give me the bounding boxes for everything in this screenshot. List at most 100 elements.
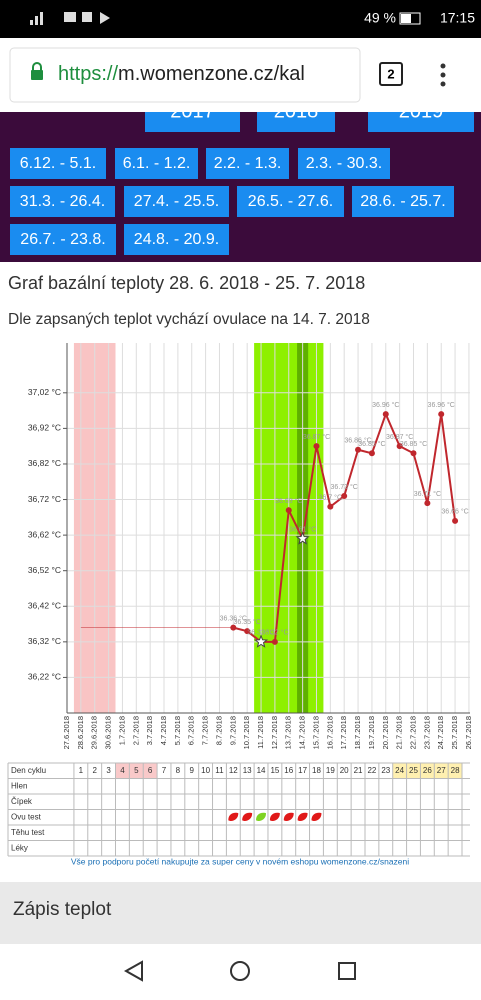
cycle-day: 9	[190, 766, 195, 775]
period-button[interactable]	[237, 186, 344, 217]
back-button[interactable]	[123, 960, 143, 982]
period-label: 24.8. - 20.9.	[134, 231, 219, 248]
period-button[interactable]	[115, 148, 198, 179]
data-point	[424, 500, 431, 507]
data-label: 36.66 °C	[441, 508, 468, 516]
period-button[interactable]	[124, 186, 229, 217]
y-tick-label: 36,32 °C	[28, 636, 61, 646]
period-label: 6.1. - 1.2.	[123, 155, 191, 172]
recents-button[interactable]	[338, 962, 356, 980]
tabs-count: 2	[387, 66, 394, 81]
period-button[interactable]	[10, 224, 116, 255]
x-tick-label: 9.7.2018	[228, 716, 237, 745]
year-button[interactable]	[368, 100, 474, 132]
period-button[interactable]	[352, 186, 454, 217]
x-tick-label: 27.6.2018	[62, 716, 71, 749]
status-bar	[0, 0, 481, 38]
data-label: 36.32 °C	[247, 629, 274, 637]
data-point	[382, 411, 389, 418]
chart: 36,22 °C 36,32 °C 36,42 °C 36,52 °C 36,62 °C…	[28, 343, 473, 749]
cycle-day: 2	[92, 766, 97, 775]
cycle-day: 17	[298, 766, 307, 775]
cycle-day: 12	[229, 766, 238, 775]
period-label: 2.2. - 1.3.	[214, 155, 282, 172]
row-label: Čípek	[11, 797, 33, 806]
y-tick-label: 36,82 °C	[28, 458, 61, 468]
y-tick-label: 37,02 °C	[28, 387, 61, 397]
row-label: Léky	[11, 843, 28, 852]
row-label: Hlen	[11, 781, 27, 790]
chart-title: Graf bazální teploty 28. 6. 2018 - 25. 7…	[8, 273, 365, 293]
x-tick-label: 11.7.2018	[256, 716, 265, 749]
data-point	[313, 443, 320, 450]
y-tick-label: 36,72 °C	[28, 494, 61, 504]
home-button[interactable]	[230, 961, 250, 981]
cycle-day: 11	[215, 766, 224, 775]
data-label: 36.87 °C	[303, 433, 330, 441]
ovu-test-result	[311, 812, 322, 821]
ovu-test-result	[256, 812, 267, 821]
cycle-day: 1	[79, 766, 84, 775]
cycle-day: 18	[312, 766, 321, 775]
ovu-test-result	[228, 812, 239, 821]
x-tick-label: 6.7.2018	[187, 716, 196, 745]
data-label: 36.61 °C	[289, 526, 316, 534]
year-label: 2017	[170, 100, 215, 122]
period-label: 28.6. - 25.7.	[360, 193, 445, 210]
battery-icon	[399, 12, 421, 25]
period-label: 2.3. - 30.3.	[306, 155, 383, 172]
cycle-day: 27	[437, 766, 446, 775]
x-tick-label: 30.6.2018	[104, 716, 113, 749]
cycle-day: 20	[340, 766, 349, 775]
x-tick-label: 25.7.2018	[450, 716, 459, 749]
y-tick-label: 36,52 °C	[28, 565, 61, 575]
data-label: 36.35 °C	[234, 618, 261, 626]
data-label: 36.85 °C	[358, 440, 385, 448]
period-button[interactable]	[206, 148, 289, 179]
year-button[interactable]	[145, 100, 240, 132]
x-tick-label: 23.7.2018	[422, 716, 431, 749]
data-label: 36.71 °C	[414, 490, 441, 498]
data-point	[410, 450, 417, 457]
cycle-day: 10	[201, 766, 210, 775]
cycle-day: 26	[423, 766, 432, 775]
footer-note[interactable]: Vše pro podporu početí nakupujte za supe…	[71, 856, 409, 866]
data-label: 36.69 °C	[275, 497, 302, 505]
x-tick-label: 1.7.2018	[117, 716, 126, 745]
data-point	[285, 507, 292, 514]
period-label: 31.3. - 26.4.	[20, 193, 105, 210]
menu-button[interactable]	[440, 63, 446, 87]
url-box[interactable]	[9, 47, 361, 103]
x-tick-label: 18.7.2018	[353, 716, 362, 749]
lock-shackle	[32, 62, 42, 70]
cycle-day: 15	[270, 766, 279, 775]
x-tick-label: 26.7.2018	[464, 716, 473, 749]
y-tick-label: 36,62 °C	[28, 529, 61, 539]
data-point	[327, 503, 334, 510]
cycle-day: 5	[134, 766, 139, 775]
year-button[interactable]	[257, 100, 335, 132]
data-point	[244, 628, 251, 635]
cycle-day: 8	[176, 766, 181, 775]
x-tick-label: 5.7.2018	[173, 716, 182, 745]
period-label: 27.4. - 25.5.	[134, 193, 219, 210]
data-point	[271, 638, 278, 645]
url[interactable]: https://m.womenzone.cz/kal	[58, 63, 305, 85]
lock-icon	[31, 70, 43, 80]
x-tick-label: 7.7.2018	[201, 716, 210, 745]
tabs-button[interactable]	[379, 62, 403, 86]
section-title[interactable]: Zápis teplot	[13, 899, 112, 920]
day-highlight	[392, 763, 463, 779]
cycle-day: 16	[284, 766, 293, 775]
battery-fill	[401, 14, 411, 23]
period-button[interactable]	[10, 148, 106, 179]
battery-level: 49 %	[364, 10, 396, 26]
period-button[interactable]	[124, 224, 229, 255]
cycle-day: 23	[381, 766, 390, 775]
cycle-day: 19	[326, 766, 335, 775]
cycle-table: Den cyklu Hlen Čípek Ovu test Těhu test Léky 1…	[7, 762, 470, 857]
data-label: 36.85 °C	[400, 440, 427, 448]
period-button[interactable]	[10, 186, 115, 217]
period-button[interactable]	[298, 148, 390, 179]
